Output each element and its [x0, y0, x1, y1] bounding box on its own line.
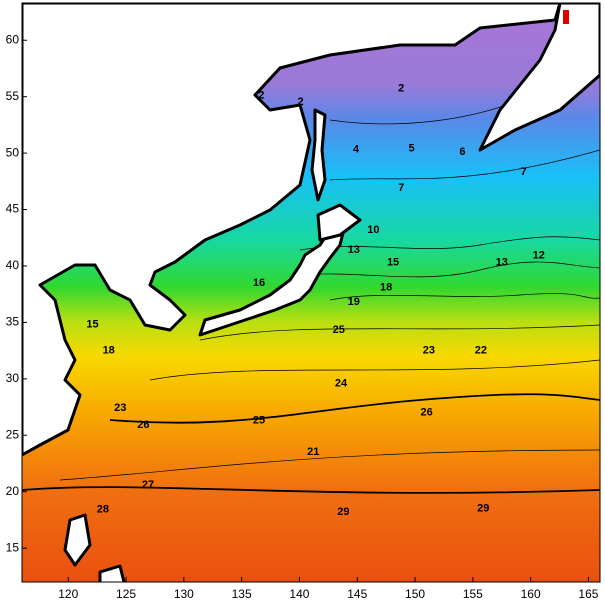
contour-label: 21	[307, 446, 319, 458]
land	[22, 3, 600, 582]
x-tick-label: 150	[405, 587, 425, 601]
marker	[563, 10, 569, 24]
contour-label: 2	[298, 96, 304, 108]
y-tick-label: 30	[6, 371, 20, 385]
contour-label: 26	[420, 407, 432, 419]
y-tick-label: 15	[6, 540, 20, 554]
contour-label: 2	[258, 89, 264, 101]
contour-label: 26	[137, 419, 149, 431]
x-tick-label: 135	[232, 587, 252, 601]
contour-label: 22	[475, 345, 487, 357]
contour-label: 18	[380, 281, 392, 293]
y-tick-label: 50	[6, 145, 20, 159]
x-tick-label: 120	[58, 587, 78, 601]
contour-label: 29	[337, 506, 349, 518]
contour-label: 7	[521, 166, 527, 178]
y-tick-label: 40	[6, 258, 20, 272]
contour-label: 23	[423, 345, 435, 357]
contour-label: 10	[367, 224, 379, 236]
contour-label: 29	[477, 503, 489, 515]
contour-label: 25	[333, 324, 345, 336]
x-tick-label: 165	[578, 587, 598, 601]
contour-label: 13	[348, 244, 360, 256]
contour-label: 2	[398, 83, 404, 95]
contour-label: 28	[97, 504, 109, 516]
contour-label: 27	[142, 479, 154, 491]
contour-label: 12	[533, 250, 545, 262]
y-tick-label: 45	[6, 202, 20, 216]
contour-label: 24	[335, 377, 348, 389]
contour-label: 4	[353, 144, 360, 156]
y-tick-label: 55	[6, 89, 20, 103]
x-tick-label: 145	[347, 587, 367, 601]
contour-label: 13	[496, 256, 508, 268]
contour-label: 18	[103, 345, 115, 357]
contour-label: 16	[253, 277, 265, 289]
contour-lines	[22, 99, 600, 494]
contour-label: 7	[398, 182, 404, 194]
contour-label: 19	[348, 296, 360, 308]
y-tick-label: 60	[6, 32, 20, 46]
contour-label: 15	[86, 319, 98, 331]
contour-label: 6	[459, 146, 465, 158]
x-tick-label: 155	[463, 587, 483, 601]
contour-label: 15	[387, 256, 399, 268]
contour-label: 25	[253, 415, 265, 427]
x-tick-label: 140	[289, 587, 309, 601]
contour-label: 23	[114, 402, 126, 414]
x-tick-label: 125	[116, 587, 136, 601]
x-tick-label: 130	[174, 587, 194, 601]
y-tick-label: 35	[6, 315, 20, 329]
contour-label: 5	[409, 143, 415, 155]
y-tick-label: 20	[6, 484, 20, 498]
y-tick-label: 25	[6, 427, 20, 441]
plot-frame	[21, 2, 601, 583]
x-tick-label: 160	[521, 587, 541, 601]
